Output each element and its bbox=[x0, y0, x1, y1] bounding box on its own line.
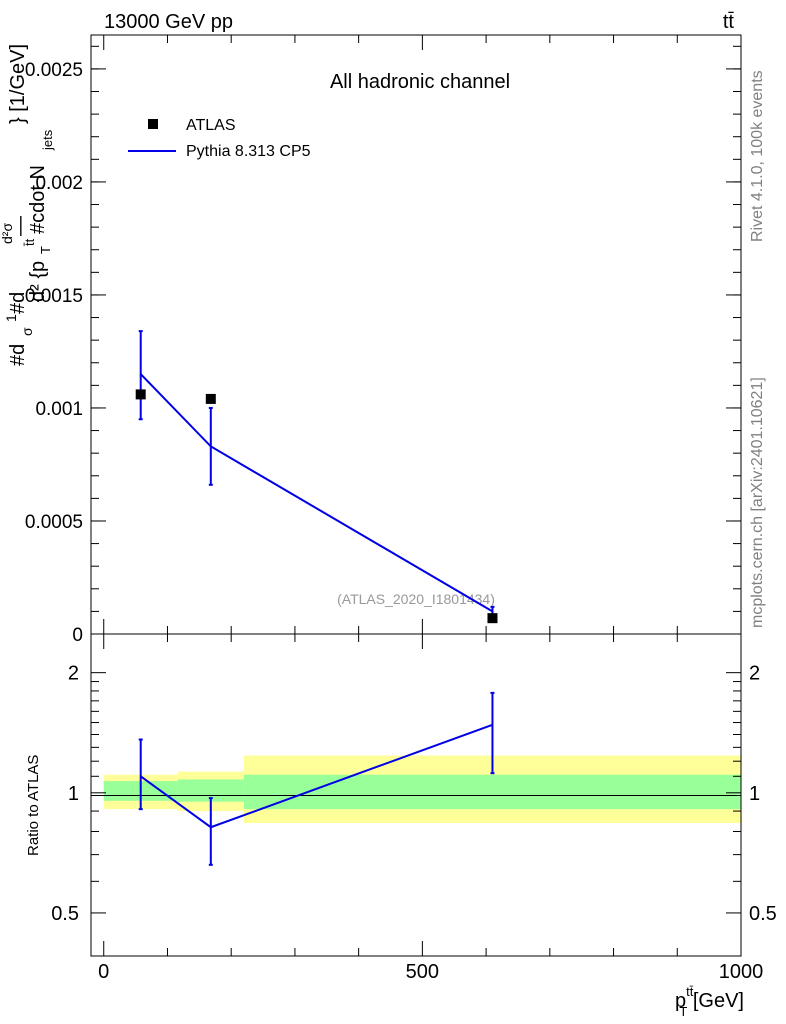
header-left: 13000 GeV pp bbox=[104, 11, 233, 33]
ratio-ytick-label: 1 bbox=[68, 783, 79, 805]
ratio-frame bbox=[90, 633, 742, 957]
main-ytick-label: 0.0025 bbox=[25, 60, 83, 81]
ratio-tick-labels: 0 500 1000 0.5 0.5 1 1 2 2 bbox=[51, 663, 777, 983]
main-ytick-label: 0 bbox=[72, 625, 83, 646]
ratio-ytick-label: 0.5 bbox=[51, 903, 79, 925]
ylabel-part-one: 1 bbox=[3, 314, 19, 322]
ylabel-part-tt: t̄t bbox=[22, 238, 37, 246]
ratio-band-inner bbox=[243, 774, 742, 810]
ylabel-part-d2: #d bbox=[7, 292, 29, 314]
main-ylabel: #d 1 σ #d d²σ — d² {p T t̄t #cdot N jets… bbox=[0, 44, 55, 366]
legend-data-label: ATLAS bbox=[186, 117, 236, 134]
rivet-label: Rivet 4.1.0, 100k events bbox=[749, 70, 766, 242]
xlabel-unit: [GeV] bbox=[687, 990, 744, 1012]
ratio-xtick-label: 0 bbox=[98, 961, 109, 983]
ratio-marks bbox=[138, 691, 495, 866]
main-panel: 0 0.0005 0.001 0.0015 0.002 0.0025 All hadron… bbox=[0, 34, 742, 646]
ratio-panel: 0 500 1000 0.5 0.5 1 1 2 2 Ratio to ATLAS bbox=[25, 633, 777, 983]
main-marks bbox=[135, 330, 498, 624]
legend-data-marker bbox=[148, 119, 158, 129]
ylabel-part-sigma: σ bbox=[19, 327, 35, 336]
header-right: tt̄ bbox=[723, 11, 735, 33]
xlabel-sub: T bbox=[679, 1004, 687, 1019]
ratio-ylabel: Ratio to ATLAS bbox=[25, 755, 42, 856]
ratio-xtick-label: 1000 bbox=[719, 961, 764, 983]
ylabel-part-frac: — bbox=[9, 216, 31, 236]
legend-mc-label: Pythia 8.313 CP5 bbox=[186, 143, 311, 160]
ratio-bands bbox=[103, 755, 742, 824]
ylabel-part-dpt: d² {p bbox=[27, 261, 49, 302]
main-ytick-label: 0.0005 bbox=[25, 512, 83, 533]
ylabel-part-cdot: #cdot N bbox=[27, 165, 49, 234]
data-point bbox=[135, 389, 146, 400]
main-ytick-label: 0.002 bbox=[35, 173, 83, 194]
ratio-xtick-label: 500 bbox=[406, 961, 439, 983]
data-point bbox=[487, 613, 498, 624]
ratio-ytick-label: 2 bbox=[68, 663, 79, 685]
ratio-band-inner bbox=[177, 779, 244, 802]
data-point bbox=[205, 393, 216, 404]
ylabel-part-d: #d bbox=[7, 344, 29, 366]
ylabel-part-T: T bbox=[38, 246, 53, 254]
main-ytick-label: 0.001 bbox=[35, 399, 83, 420]
legend: ATLAS Pythia 8.313 CP5 bbox=[128, 117, 311, 160]
ratio-ytick-label-right: 0.5 bbox=[749, 903, 777, 925]
analysis-id-annotation: (ATLAS_2020_I1801434) bbox=[337, 591, 495, 607]
ratio-ytick-label-right: 2 bbox=[749, 663, 760, 685]
channel-annotation: All hadronic channel bbox=[330, 71, 510, 93]
ylabel-part-d2sigma: d²σ bbox=[0, 223, 15, 244]
mc-line bbox=[139, 373, 493, 613]
xlabel-sup: tt̄ bbox=[686, 984, 694, 999]
ylabel-part-jets: jets bbox=[40, 129, 55, 151]
mcplots-label: mcplots.cern.ch [arXiv:2401.10621] bbox=[749, 377, 766, 628]
ylabel-part-unit: } [1/GeV] bbox=[7, 44, 29, 124]
x-axis-label: ptt̄ T [GeV] bbox=[675, 984, 744, 1019]
main-tick-labels: 0 0.0005 0.001 0.0015 0.002 0.0025 bbox=[25, 60, 83, 646]
xlabel-p: p bbox=[675, 990, 686, 1012]
ratio-ytick-label-right: 1 bbox=[749, 783, 760, 805]
main-ytick-label: 0.0015 bbox=[25, 286, 83, 307]
